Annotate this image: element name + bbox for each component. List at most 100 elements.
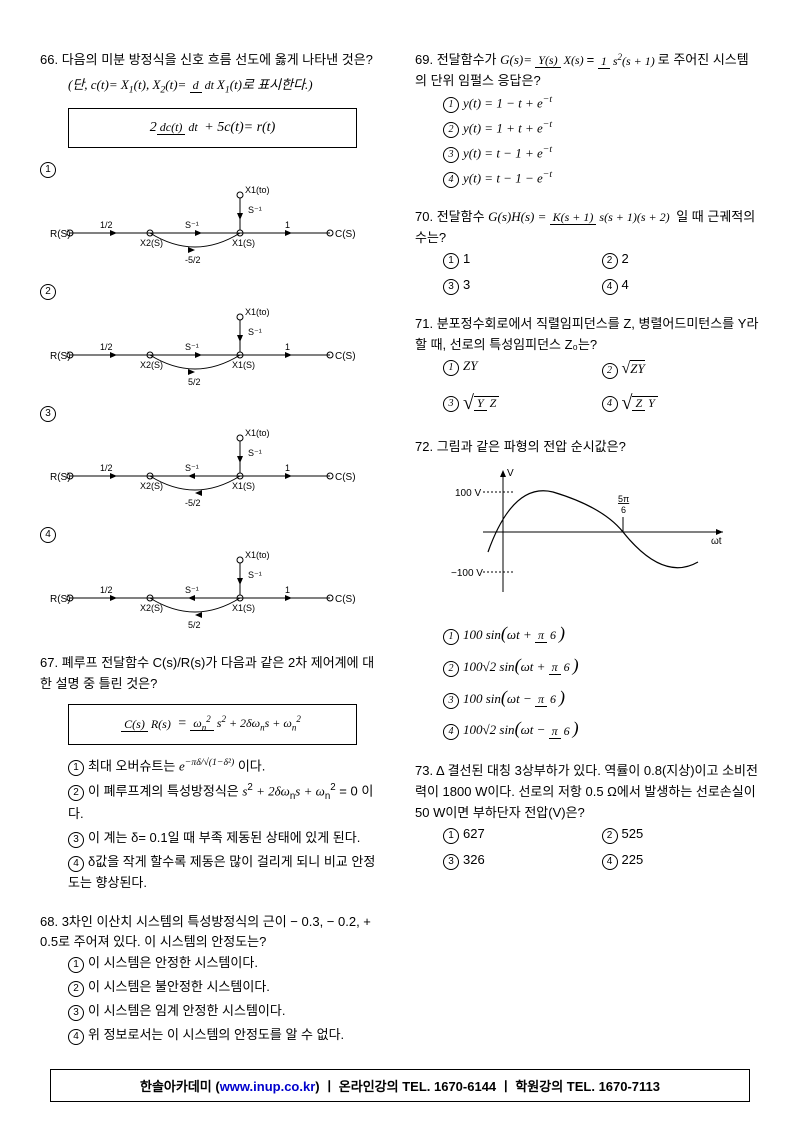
svg-text:100 V: 100 V [455,488,481,499]
page-footer: 한솔아카데미 (www.inup.co.kr) ㅣ 온라인강의 TEL. 167… [50,1069,750,1102]
svg-text:1/2: 1/2 [100,220,113,230]
option-marker: 2 [602,828,618,844]
svg-text:V: V [507,468,514,479]
q72-option-3: 3100 sin(ωt − π6) [443,683,760,712]
option-marker: 4 [40,527,56,543]
svg-text:X2(S): X2(S) [140,360,163,370]
question-67: 67. 폐루프 전달함수 C(s)/R(s)가 다음과 같은 2차 제어계에 대… [40,653,385,894]
q73-option-2: 2525 [602,824,761,845]
q72-option-4: 4100√2 sin(ωt − π6) [443,714,760,743]
q73-text: Δ 결선된 대칭 3상부하가 있다. 역률이 0.8(지상)이고 소비전력이 1… [415,763,758,820]
svg-text:S⁻¹: S⁻¹ [185,342,199,352]
option-marker: 2 [602,253,618,269]
svg-text:R(S): R(S) [50,351,71,362]
svg-text:5π: 5π [618,494,629,504]
q69-option-3: 3y(t) = t − 1 + e−t [443,142,760,164]
option-marker: 3 [40,406,56,422]
option-marker: 1 [443,253,459,269]
svg-text:X1(S): X1(S) [232,360,255,370]
q66-option-2: 2 [40,280,385,301]
right-column: 69. 전달함수가 G(s)= Y(s)X(s)= 1s2(s + 1)로 주어… [415,50,760,1063]
question-72: 72. 그림과 같은 파형의 전압 순시값은? V 100 V −100 V ω… [415,437,760,743]
svg-text:X1(to): X1(to) [245,428,270,438]
svg-text:S⁻¹: S⁻¹ [248,205,262,215]
q73-options: 1627 2525 3326 4225 [443,824,760,872]
svg-text:S⁻¹: S⁻¹ [248,570,262,580]
q69-number: 69. [415,52,433,67]
footer-rest: ) ㅣ 온라인강의 TEL. 1670-6144 ㅣ 학원강의 TEL. 167… [315,1079,660,1094]
option-marker: 4 [68,856,84,872]
signal-flow-graph-icon: R(S)C(S) X2(S)X1(S) X1(to) 1/2S⁻¹1 S⁻¹ -… [40,183,360,263]
q72-options: 1100 sin(ωt + π6) 2100√2 sin(ωt + π6) 31… [443,619,760,743]
svg-text:R(S): R(S) [50,472,71,483]
option-marker: 3 [68,1005,84,1021]
q66-option-1: 1 [40,158,385,179]
q67-options: 1최대 오버슈트는 e−πδ/√(1−δ²) 이다. 2이 폐루프계의 특성방정… [68,755,385,894]
option-marker: 1 [68,957,84,973]
svg-text:R(S): R(S) [50,229,71,240]
footer-url-link[interactable]: www.inup.co.kr [220,1079,316,1094]
svg-text:C(S): C(S) [335,594,356,605]
question-73: 73. Δ 결선된 대칭 3상부하가 있다. 역률이 0.8(지상)이고 소비전… [415,761,760,871]
svg-text:C(S): C(S) [335,472,356,483]
signal-flow-graph-icon: R(S)C(S) X2(S)X1(S) X1(to) 1/2S⁻¹1 S⁻¹ 5… [40,548,360,628]
q67-option-1: 1최대 오버슈트는 e−πδ/√(1−δ²) 이다. [68,755,385,777]
q66-diagram-3: R(S)C(S) X2(S)X1(S) X1(to) 1/2S⁻¹1 S⁻¹ -… [40,426,385,513]
svg-text:S⁻¹: S⁻¹ [185,585,199,595]
option-marker: 2 [40,284,56,300]
svg-text:-5/2: -5/2 [185,498,201,506]
option-marker: 1 [443,828,459,844]
q68-text: 3차인 이산치 시스템의 특성방정식의 근이 − 0.3, − 0.2, + 0… [40,914,371,950]
q68-option-3: 3이 시스템은 임계 안정한 시스템이다. [68,1001,385,1022]
q71-option-2: 2√√(ZY)ZY [602,356,761,382]
svg-text:1: 1 [285,342,290,352]
svg-text:X2(S): X2(S) [140,603,163,613]
option-marker: 2 [68,785,84,801]
option-marker: 1 [443,629,459,645]
q69-option-2: 2y(t) = 1 + t + e−t [443,117,760,139]
question-69: 69. 전달함수가 G(s)= Y(s)X(s)= 1s2(s + 1)로 주어… [415,50,760,189]
option-marker: 2 [68,981,84,997]
svg-text:6: 6 [621,505,626,515]
q66-equation-box: 2dc(t)dt + 5c(t)= r(t) [68,108,357,148]
option-marker: 4 [602,854,618,870]
svg-text:S⁻¹: S⁻¹ [248,448,262,458]
q73-option-1: 1627 [443,824,602,845]
svg-text:5/2: 5/2 [188,620,201,628]
q69-options: 1y(t) = 1 − t + e−t 2y(t) = 1 + t + e−t … [443,92,760,190]
svg-text:1: 1 [285,585,290,595]
option-marker: 1 [40,162,56,178]
option-marker: 4 [602,396,618,412]
q66-number: 66. [40,52,58,67]
svg-text:−100 V: −100 V [451,568,483,579]
option-marker: 4 [443,724,459,740]
option-marker: 3 [68,832,84,848]
q71-number: 71. [415,316,433,331]
svg-text:-5/2: -5/2 [185,255,201,263]
q68-option-2: 2이 시스템은 불안정한 시스템이다. [68,977,385,998]
svg-text:X1(S): X1(S) [232,603,255,613]
option-marker: 3 [443,693,459,709]
q66-note: (단, c(t)= X1(t), X2(t)= ddtX1(t)로 표시한다.) [68,75,385,98]
q68-options: 1이 시스템은 안정한 시스템이다. 2이 시스템은 불안정한 시스템이다. 3… [68,953,385,1045]
question-71: 71. 분포정수회로에서 직렬임피던스를 Z, 병렬어드미턴스를 Y라 할 때,… [415,314,760,419]
svg-text:1/2: 1/2 [100,342,113,352]
sine-wave-icon: V 100 V −100 V ωt 5π6 [443,462,733,602]
q71-options: 1ZY 2√√(ZY)ZY 3√YZ 4√ZY [443,356,760,420]
option-marker: 3 [443,396,459,412]
q73-option-4: 4225 [602,850,761,871]
svg-text:1/2: 1/2 [100,585,113,595]
q66-text: 다음의 미분 방정식을 신호 흐름 선도에 옳게 나타낸 것은? [62,52,373,67]
svg-text:X1(to): X1(to) [245,185,270,195]
q67-option-3: 3이 계는 δ= 0.1일 때 부족 제동된 상태에 있게 된다. [68,828,385,849]
q68-number: 68. [40,914,58,929]
svg-text:ωt: ωt [711,536,722,547]
option-marker: 3 [443,854,459,870]
q70-options: 11 22 33 44 [443,249,760,297]
svg-text:C(S): C(S) [335,351,356,362]
q66-diagram-2: R(S)C(S) X2(S)X1(S) X1(to) 1/2S⁻¹1 S⁻¹ 5… [40,305,385,392]
q71-option-4: 4√ZY [602,387,761,419]
option-marker: 1 [68,760,84,776]
option-marker: 4 [602,279,618,295]
q72-option-1: 1100 sin(ωt + π6) [443,619,760,648]
